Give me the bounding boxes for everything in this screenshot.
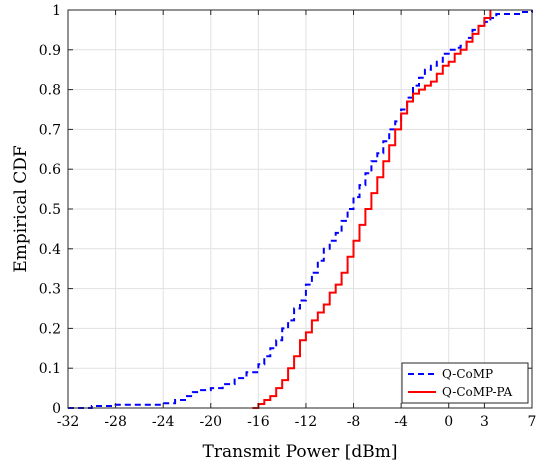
x-tick-label: -12	[295, 414, 318, 430]
y-tick-label: 0.6	[39, 162, 61, 178]
y-axis-label: Empirical CDF	[11, 145, 31, 273]
y-tick-label: 0	[52, 401, 61, 417]
x-tick-label: -8	[347, 414, 361, 430]
x-tick-label: -28	[104, 414, 127, 430]
y-tick-label: 0.8	[39, 83, 61, 99]
y-tick-label: 0.3	[39, 282, 61, 298]
x-axis-label: Transmit Power [dBm]	[203, 442, 398, 462]
x-tick-label: 0	[444, 414, 453, 430]
y-tick-label: 0.9	[39, 43, 61, 59]
y-tick-label: 1	[52, 3, 61, 19]
x-tick-label: -4	[394, 414, 408, 430]
x-tick-label: -24	[152, 414, 175, 430]
y-tick-label: 0.5	[39, 202, 61, 218]
series-layer	[68, 10, 533, 409]
y-tick-label: 0.4	[39, 242, 61, 258]
y-tick-label: 0.2	[39, 321, 61, 337]
series-line-q-comp-pa	[252, 10, 492, 409]
legend-box	[401, 362, 529, 404]
x-tick-label: -20	[199, 414, 222, 430]
x-tick-label: -32	[57, 414, 80, 430]
tick-labels: -32 -28 -24 -20 -16 -12 -8 -4 0 3 7 0 0.1 0.2 0.3 0.4 0.…	[39, 3, 537, 430]
x-tick-label: 3	[480, 414, 489, 430]
y-tick-label: 0.7	[39, 122, 61, 138]
y-tick-label: 0.1	[39, 361, 61, 377]
x-tick-label: 7	[528, 414, 537, 430]
tick-marks	[67, 9, 533, 409]
legend-label-q-comp: Q-CoMP	[442, 367, 493, 381]
x-tick-label: -16	[247, 414, 270, 430]
legend-label-q-comp-pa: Q-CoMP-PA	[442, 385, 512, 399]
legend: Q-CoMP Q-CoMP-PA	[401, 362, 529, 404]
series-line-q-comp	[68, 10, 533, 409]
